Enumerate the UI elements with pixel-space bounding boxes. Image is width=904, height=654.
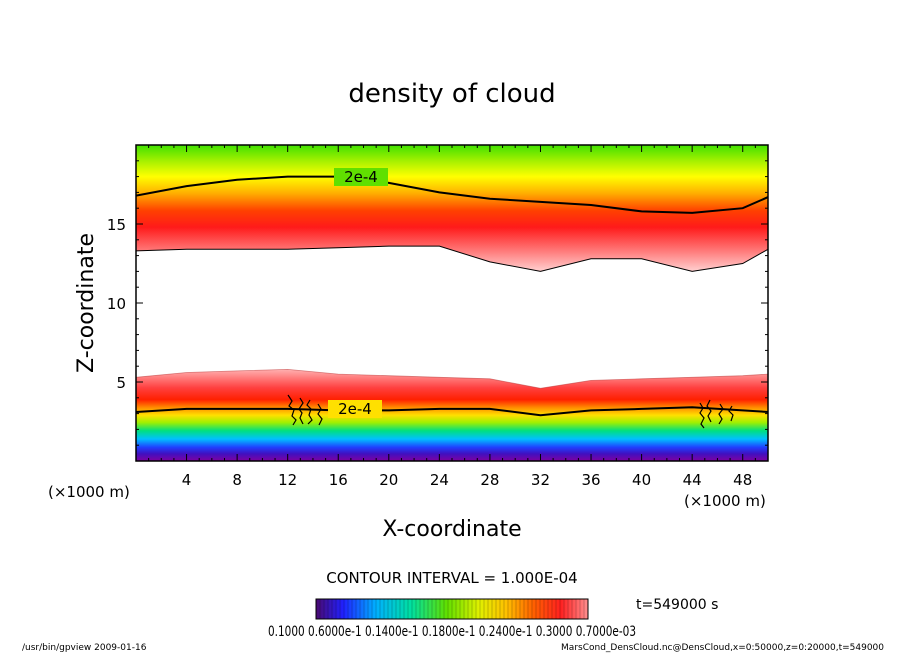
- x-unit-left: (×1000 m): [48, 483, 130, 501]
- x-axis-label: X-coordinate: [382, 517, 521, 542]
- x-tick-label: 16: [329, 471, 348, 489]
- x-tick-label: 12: [278, 471, 297, 489]
- lower-2e-4-contour: [136, 406, 768, 417]
- x-tick-label: 4: [182, 471, 192, 489]
- x-axis-ticks: [148, 145, 756, 461]
- x-tick-label: 44: [683, 471, 702, 489]
- x-axis-tick-labels: 4 8 12 16 20 24 28 32 36 40 44 48: [182, 471, 752, 489]
- x-tick-label: 32: [531, 471, 550, 489]
- contour-label-lower: 2e-4: [338, 400, 372, 418]
- y-axis-ticks: [136, 160, 768, 446]
- x-tick-label: 24: [430, 471, 449, 489]
- x-tick-label: 36: [581, 471, 600, 489]
- time-label: t=549000 s: [636, 597, 718, 613]
- colorbar-labels: 0.1000 0.6000e-1 0.1400e-1 0.1800e-1 0.2…: [268, 624, 636, 640]
- upper-band-edge-contour: [136, 245, 768, 272]
- footer-left: /usr/bin/gpview 2009-01-16: [22, 643, 147, 653]
- contour-noise-right: [699, 399, 734, 429]
- y-axis-label: Z-coordinate: [74, 233, 99, 373]
- contour-interval: CONTOUR INTERVAL = 1.000E-04: [326, 569, 577, 587]
- contour-noise-left: [287, 394, 323, 426]
- x-tick-label: 28: [480, 471, 499, 489]
- lower-cloud-band: [136, 369, 768, 461]
- chart-title: density of cloud: [348, 79, 555, 109]
- lower-band-top-edge: [136, 368, 768, 389]
- plot-area: 2e-4 2e-4: [136, 145, 768, 461]
- contour-label-upper: 2e-4: [344, 168, 378, 186]
- y-tick-label: 10: [107, 295, 126, 313]
- contour-label-bg-upper: [334, 168, 388, 186]
- x-tick-label: 40: [632, 471, 651, 489]
- x-unit-right: (×1000 m): [684, 492, 766, 510]
- upper-cloud-band: [136, 145, 768, 272]
- footer-right: MarsCond_DensCloud.nc@DensCloud,x=0:5000…: [561, 643, 884, 653]
- x-tick-label: 8: [232, 471, 242, 489]
- contour-label-bg-lower: [328, 400, 382, 418]
- y-axis-tick-labels: 5 10 15: [107, 216, 126, 392]
- x-tick-label: 48: [733, 471, 752, 489]
- x-tick-label: 20: [379, 471, 398, 489]
- y-tick-label: 5: [116, 374, 126, 392]
- upper-2e-4-contour: [136, 175, 768, 214]
- y-tick-label: 15: [107, 216, 126, 234]
- colorbar-stripes: [319, 599, 585, 619]
